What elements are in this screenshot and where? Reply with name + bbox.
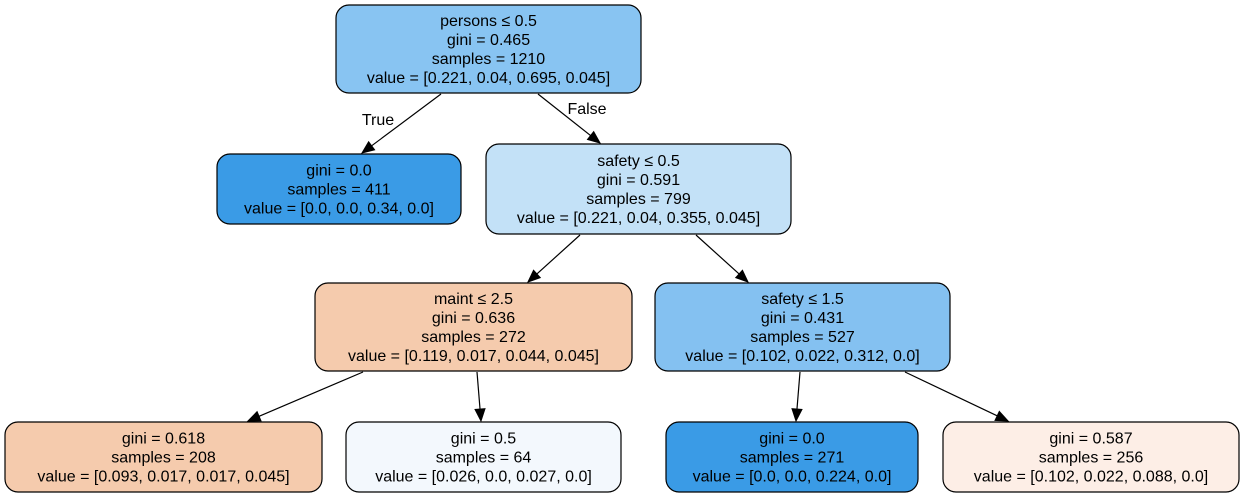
edge-label-true: True [362,112,394,129]
node-line: samples = 411 [287,182,390,199]
node-line: value = [0.093, 0.017, 0.017, 0.045] [37,469,289,486]
tree-node-n5: gini = 0.618 samples = 208 value = [0.093,… [4,421,323,493]
arrowhead [360,140,376,154]
edge-line [537,93,591,137]
node-box [216,153,462,225]
node-line: samples = 271 [740,450,845,467]
node-line: safety ≤ 0.5 [597,153,680,170]
edge-n4-n7 [791,371,803,423]
edge-line [695,234,740,275]
node-line: gini = 0.591 [597,172,680,189]
node-box [335,4,642,94]
edge-n2-n4 [695,234,749,283]
node-line: samples = 272 [421,329,526,346]
node-line: value = [0.102, 0.022, 0.312, 0.0] [685,348,919,365]
arrowhead [246,410,262,422]
node-line: safety ≤ 1.5 [761,291,844,308]
tree-node-n3: maint ≤ 2.5 gini = 0.636 samples = 272 valu… [314,282,633,372]
node-box [665,421,919,493]
tree-node-n7: gini = 0.0 samples = 271 value = [0.0, 0.0… [665,421,919,493]
node-line: gini = 0.618 [122,431,205,448]
node-line: value = [0.221, 0.04, 0.695, 0.045] [367,70,610,87]
node-box [4,421,323,493]
edge-line [371,93,442,147]
tree-node-n2: safety ≤ 0.5 gini = 0.591 samples = 799 val… [485,143,792,235]
node-line: samples = 256 [1039,450,1144,467]
node-line: gini = 0.636 [432,310,515,327]
tree-node-n8: gini = 0.587 samples = 256 value = [0.102,… [942,421,1240,493]
node-line: persons ≤ 0.5 [440,13,537,30]
tree-node-n0: persons ≤ 0.5 gini = 0.465 samples = 1210 v… [335,4,642,94]
edge-line [476,371,481,410]
arrowhead [586,130,602,144]
node-line: value = [0.0, 0.0, 0.34, 0.0] [244,201,434,218]
node-line: value = [0.221, 0.04, 0.355, 0.045] [517,210,760,227]
edge-n3-n5 [246,371,364,422]
edge-n2-n3 [527,234,581,283]
edge-line [536,234,581,275]
node-line: gini = 0.587 [1049,431,1132,448]
node-box [345,421,622,493]
edge-n0-n2: False [537,93,607,144]
edge-line [796,371,801,410]
edge-label-false: False [567,101,606,118]
tree-node-n1: gini = 0.0 samples = 411 value = [0.0, 0.0… [216,153,462,225]
node-line: samples = 527 [750,329,855,346]
node-line: value = [0.119, 0.017, 0.044, 0.045] [348,348,599,365]
node-box [654,282,951,372]
node-line: samples = 208 [111,450,216,467]
node-box [485,143,792,235]
node-box [314,282,633,372]
node-line: samples = 64 [436,450,532,467]
node-line: samples = 799 [586,191,691,208]
arrowhead [474,408,486,423]
node-line: value = [0.026, 0.0, 0.027, 0.0] [375,469,592,486]
node-line: value = [0.0, 0.0, 0.224, 0.0] [693,469,892,486]
node-line: samples = 1210 [432,51,546,68]
nodes-layer: persons ≤ 0.5 gini = 0.465 samples = 1210 v… [4,4,1240,493]
tree-node-n6: gini = 0.5 samples = 64 value = [0.026, 0.… [345,421,622,493]
node-line: gini = 0.465 [447,32,530,49]
arrowhead [734,269,749,283]
node-line: value = [0.102, 0.022, 0.088, 0.0] [974,469,1208,486]
arrowhead [994,410,1010,422]
arrowhead [527,269,542,283]
node-line: gini = 0.0 [759,431,824,448]
node-line: gini = 0.5 [451,431,516,448]
edge-n0-n1: True [360,93,442,154]
edges-layer: True False [246,93,1010,423]
node-line: gini = 0.0 [306,163,371,180]
arrowhead [791,408,803,423]
edge-line [258,371,364,417]
node-line: maint ≤ 2.5 [434,291,513,308]
edge-n3-n6 [474,371,486,423]
edge-line [904,371,998,417]
node-line: gini = 0.431 [761,310,844,327]
node-box [942,421,1240,493]
edge-n4-n8 [904,371,1010,422]
tree-node-n4: safety ≤ 1.5 gini = 0.431 samples = 527 val… [654,282,951,372]
